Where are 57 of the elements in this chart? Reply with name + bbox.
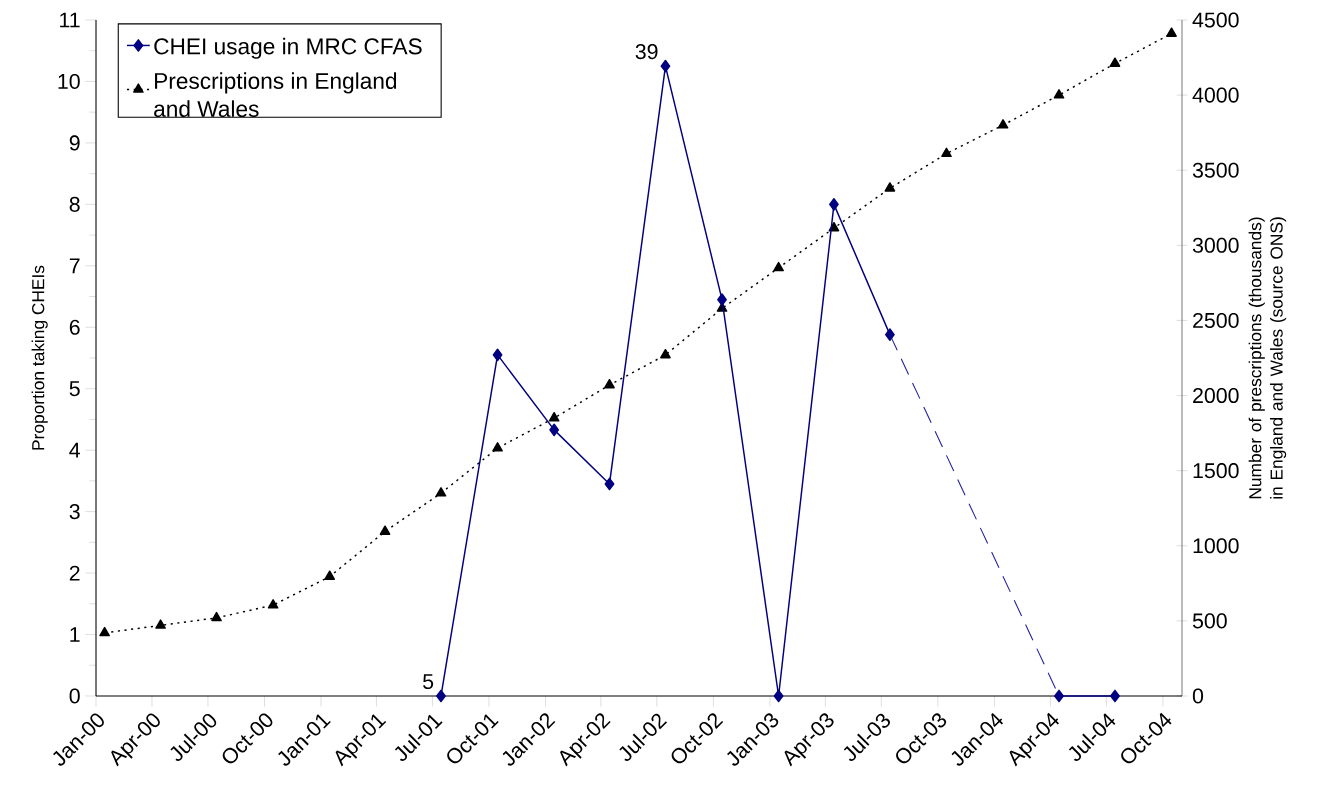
point [717, 293, 727, 306]
y2-tick-label: 3500 [1192, 162, 1239, 178]
y-tick-label: 5 [69, 381, 80, 397]
point [829, 198, 839, 211]
point [99, 626, 110, 637]
point [492, 442, 503, 452]
y-tick-label: 1 [70, 627, 80, 642]
y-tick-label: 7 [69, 258, 80, 274]
legend-label: CHEI usage in MRC CFAS [154, 37, 422, 59]
y2-tick-label: 2500 [1193, 312, 1239, 328]
point [604, 477, 615, 491]
point [1110, 689, 1120, 703]
y-tick-label: 0 [69, 688, 80, 704]
y-tick-label: 8 [69, 196, 80, 212]
point [1053, 89, 1065, 99]
point [211, 611, 222, 622]
point [997, 119, 1009, 129]
y2-tick-label: 1500 [1193, 463, 1239, 479]
point [492, 348, 503, 362]
point [660, 59, 671, 73]
point [1109, 57, 1121, 67]
point [324, 570, 336, 580]
y-tick-label: 4 [69, 442, 80, 458]
y-tick-label: 3 [69, 504, 80, 520]
y2-tick-label: 4500 [1192, 12, 1239, 28]
y2-tick-label: 3000 [1192, 237, 1239, 253]
point [435, 487, 447, 497]
point [773, 261, 784, 272]
point [884, 182, 896, 192]
y-tick-label: 11 [60, 12, 80, 28]
y2-tick-label: 0 [1192, 688, 1204, 704]
point [773, 689, 784, 703]
point [941, 147, 952, 158]
y2-tick-label: 4000 [1192, 87, 1239, 103]
point [379, 525, 391, 535]
point [604, 378, 615, 389]
point [1166, 27, 1177, 37]
annotation: 5 [423, 674, 434, 690]
y2-tick-label: 1000 [1193, 538, 1239, 554]
point [267, 599, 279, 609]
y-tick-label: 6 [69, 319, 80, 335]
point [1054, 689, 1064, 703]
y-tick-label: 9 [69, 135, 80, 151]
point [884, 328, 895, 341]
point [660, 348, 671, 359]
y-axis-title: Proportion taking CHEIs [31, 265, 48, 450]
point [436, 689, 446, 703]
y2-tick-label: 500 [1192, 613, 1227, 629]
annotation: 39 [635, 44, 658, 60]
point [548, 412, 560, 422]
y2-tick-label: 2000 [1193, 388, 1239, 404]
y2-axis-title: Number of prescriptions (thousands) in England and Wales (source ONS) [1248, 217, 1287, 499]
y-tick-label: 2 [69, 565, 80, 581]
legend-label: Prescriptions in England and Wales [154, 72, 397, 117]
y-tick-label: 10 [58, 73, 80, 89]
point [155, 619, 166, 629]
point [549, 423, 560, 437]
